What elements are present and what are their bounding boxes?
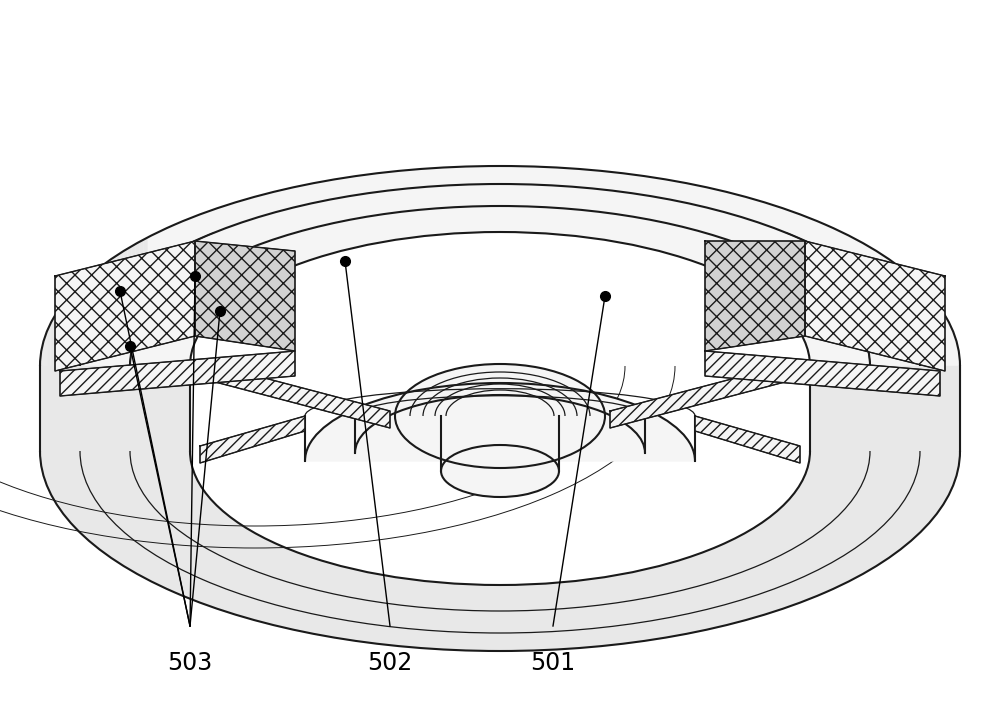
Polygon shape — [195, 241, 295, 351]
Polygon shape — [40, 451, 960, 651]
Polygon shape — [810, 366, 960, 451]
Polygon shape — [40, 451, 960, 651]
Polygon shape — [610, 361, 800, 428]
Polygon shape — [55, 313, 57, 400]
Polygon shape — [395, 364, 605, 468]
Polygon shape — [441, 390, 559, 442]
Polygon shape — [805, 241, 945, 371]
Polygon shape — [200, 361, 390, 428]
Polygon shape — [69, 294, 71, 381]
Polygon shape — [109, 258, 113, 345]
Polygon shape — [49, 323, 50, 412]
Polygon shape — [131, 244, 135, 331]
Polygon shape — [79, 283, 81, 371]
Polygon shape — [99, 265, 102, 353]
Polygon shape — [102, 263, 106, 350]
Polygon shape — [62, 301, 64, 389]
Polygon shape — [705, 351, 940, 396]
Polygon shape — [40, 166, 960, 366]
Polygon shape — [120, 251, 124, 338]
Polygon shape — [200, 416, 305, 463]
Polygon shape — [441, 445, 559, 497]
Polygon shape — [87, 275, 90, 363]
Polygon shape — [127, 246, 131, 334]
Polygon shape — [74, 288, 76, 376]
Polygon shape — [60, 304, 62, 392]
Polygon shape — [50, 321, 52, 409]
Text: 501: 501 — [530, 651, 576, 675]
Polygon shape — [106, 261, 109, 348]
Polygon shape — [116, 253, 120, 341]
Text: 502: 502 — [367, 651, 413, 675]
Polygon shape — [59, 307, 60, 395]
Polygon shape — [81, 280, 84, 368]
Polygon shape — [67, 297, 69, 384]
Polygon shape — [705, 241, 805, 351]
Polygon shape — [60, 351, 295, 396]
Polygon shape — [135, 242, 139, 329]
Polygon shape — [52, 318, 53, 406]
Polygon shape — [93, 270, 96, 358]
Polygon shape — [113, 256, 116, 343]
Polygon shape — [90, 273, 93, 360]
Polygon shape — [305, 383, 695, 461]
Polygon shape — [76, 286, 79, 373]
Polygon shape — [695, 416, 800, 463]
Polygon shape — [84, 278, 87, 366]
Polygon shape — [57, 310, 59, 397]
Polygon shape — [55, 241, 195, 371]
Polygon shape — [48, 326, 49, 414]
Polygon shape — [139, 239, 143, 327]
Polygon shape — [46, 332, 47, 420]
Polygon shape — [143, 237, 148, 325]
Text: 503: 503 — [167, 651, 213, 675]
Polygon shape — [47, 329, 48, 417]
Polygon shape — [40, 366, 190, 451]
Polygon shape — [96, 268, 99, 355]
Polygon shape — [71, 291, 74, 378]
Polygon shape — [53, 316, 55, 403]
Polygon shape — [64, 299, 67, 387]
Polygon shape — [124, 249, 127, 336]
